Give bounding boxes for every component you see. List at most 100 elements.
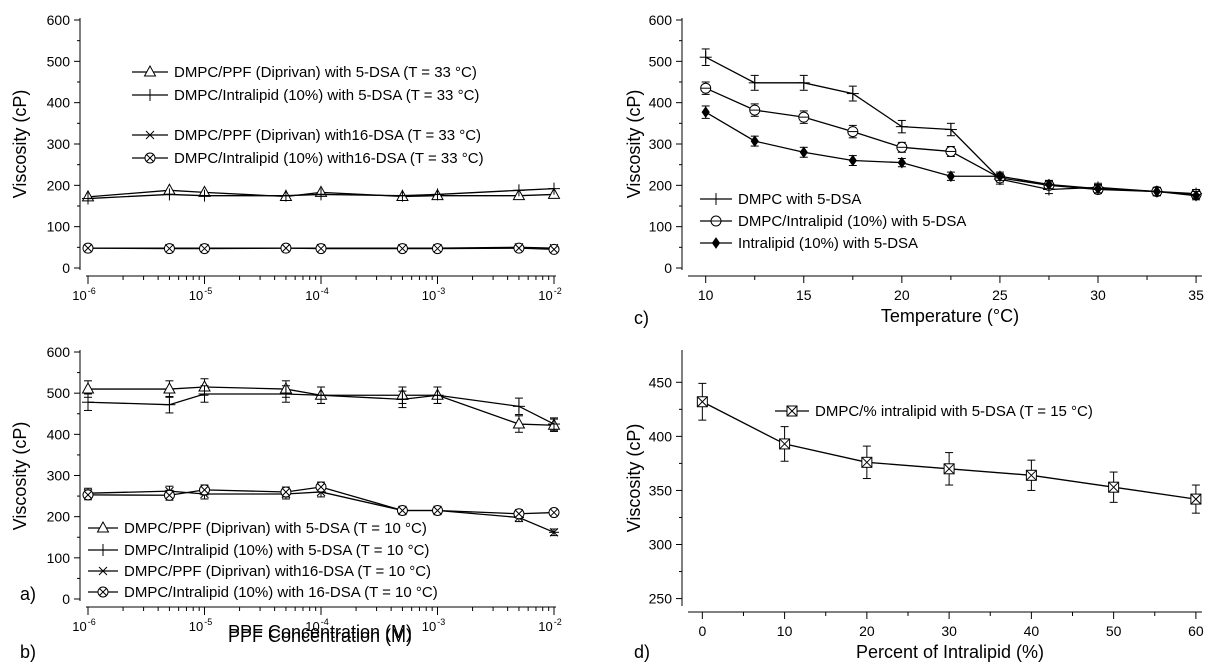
data-point [1025,469,1037,481]
y-axis-label: Viscosity (cP) [624,424,644,533]
x-axis-label: Temperature (°C) [881,306,1019,326]
y-tick-label: 300 [649,537,673,553]
x-tick-label: 10-2 [538,617,561,634]
y-tick-label: 400 [649,428,673,444]
data-point [749,104,761,116]
legend-entry: DMPC/Intralipid (10%) with 5-DSA [700,213,966,230]
y-tick-label: 0 [62,260,70,276]
legend-entry: DMPC/PPF (Diprivan) with16-DSA (T = 33 °… [132,127,481,144]
legend-marker [143,64,157,77]
x-tick-label: 10-4 [305,286,328,303]
data-point [748,76,761,89]
y-tick-label: 450 [649,374,673,390]
legend-entry: DMPC/Intralipid (10%) with16-DSA (T = 33… [132,150,484,167]
series-2 [82,385,560,431]
legend-entry: Intralipid (10%) with 5-DSA [700,235,918,252]
data-point [163,243,175,255]
legend-entry: DMPC/PPF (Diprivan) with 5-DSA (T = 33 °… [132,64,477,81]
legend-label: DMPC/Intralipid (10%) with 5-DSA (T = 33… [174,87,479,104]
x-tick-label: 40 [1024,623,1040,639]
data-point [82,489,94,501]
legend-label: Intralipid (10%) with 5-DSA [738,235,918,252]
data-point [548,418,560,431]
data-point [396,504,408,516]
data-point [81,382,95,394]
x-axis-label: Percent of Intralipid (%) [856,642,1044,662]
legend-label: DMPC/% intralipid with 5-DSA (T = 15 °C) [815,403,1093,420]
data-point [945,145,957,157]
y-tick-label: 100 [649,219,673,235]
data-point [995,170,1005,183]
y-tick-label: 400 [47,95,71,111]
legend-label: DMPC/Intralipid (10%) with16-DSA (T = 33… [174,150,484,167]
legend-marker [98,566,108,576]
legend-label: DMPC/PPF (Diprivan) with16-DSA (T = 33 °… [174,127,481,144]
data-point [163,188,176,201]
data-point [82,396,94,409]
series-4 [82,242,560,255]
legend-marker [786,405,798,417]
data-point [549,527,559,537]
y-axis-label: Viscosity (cP) [10,422,30,531]
data-point [163,398,176,411]
legend-label: DMPC with 5-DSA [738,191,861,208]
x-tick-label: 0 [698,623,706,639]
data-point [280,242,292,254]
y-tick-label: 250 [649,591,673,607]
series-4 [82,481,560,520]
legend-label: DMPC/Intralipid (10%) with 5-DSA [738,213,966,230]
legend-label: DMPC/Intralipid (10%) with 16-DSA (T = 1… [124,584,438,601]
x-tick-label: 30 [941,623,957,639]
legend-marker [144,152,156,164]
x-tick-label: 10 [777,623,793,639]
legend-entry: DMPC/Intralipid (10%) with 16-DSA (T = 1… [88,584,438,601]
panel-label: a) [20,584,36,604]
data-point [163,489,175,501]
data-point [279,387,292,400]
data-point [861,456,873,468]
legend-marker [145,130,155,140]
y-tick-label: 100 [47,219,71,235]
y-tick-label: 500 [649,53,673,69]
data-point [895,120,908,133]
data-point [1093,182,1103,195]
data-point [512,184,525,197]
data-point [199,243,210,255]
y-axis-label: Viscosity (cP) [10,90,30,199]
chart-panel-c: 0 100 200 300 400 500 600 10 15 20 25 30 35 Temperatu… [624,12,1204,328]
data-point [513,508,525,520]
data-point [163,382,176,394]
y-tick-label: 300 [649,136,673,152]
y-tick-label: 600 [47,344,71,360]
legend-marker [144,89,156,101]
data-point [848,154,857,167]
data-point [396,393,409,406]
data-point [280,486,292,498]
series-2 [82,182,560,205]
y-tick-label: 500 [47,385,71,401]
data-point [701,106,710,119]
data-point [846,87,859,100]
panel-label: d) [634,642,650,662]
legend-entry: DMPC/PPF (Diprivan) with 5-DSA (T = 10 °… [88,520,427,537]
legend-entry: DMPC/Intralipid (10%) with 5-DSA (T = 33… [132,87,479,104]
x-tick-label: 30 [1090,287,1106,303]
y-tick-label: 100 [47,550,71,566]
x-tick-label: 50 [1106,623,1122,639]
y-tick-label: 350 [649,482,673,498]
x-tick-label: 10-5 [189,286,212,303]
data-point [396,189,409,202]
y-tick-label: 200 [649,177,673,193]
x-axis-label: PPF Concentration (M) [228,626,412,646]
data-point [512,417,526,429]
y-tick-label: 400 [649,95,673,111]
y-tick-label: 600 [47,12,71,28]
x-axis-label: PPF Concentration (M) [228,622,412,642]
legend-entry: DMPC/PPF (Diprivan) with16-DSA (T = 10 °… [88,563,431,580]
data-point [944,123,957,136]
legend-entry: DMPC/% intralipid with 5-DSA (T = 15 °C) [775,403,1093,420]
data-point [512,400,525,413]
data-point [315,481,327,493]
